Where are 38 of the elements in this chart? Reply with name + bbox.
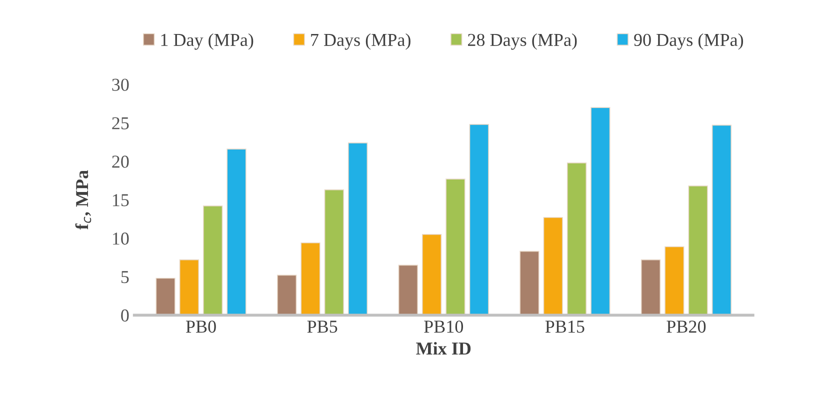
bar [348, 142, 368, 316]
bar [566, 162, 587, 316]
y-tick-label: 0 [121, 309, 129, 322]
legend-label: 7 Days (MPa) [311, 33, 410, 50]
bar [277, 274, 297, 316]
x-axis-title: Mix ID [416, 342, 471, 355]
bar [324, 189, 344, 316]
bar [688, 186, 708, 316]
bar [179, 259, 200, 316]
bar [203, 206, 223, 316]
bar [640, 259, 661, 316]
bar [520, 250, 540, 316]
y-tick-label: 15 [112, 194, 129, 206]
bar [712, 124, 732, 316]
legend-label: 1 Day (MPa) [161, 33, 254, 50]
legend-label: 90 Days (MPa) [634, 33, 744, 50]
x-tick-label: PB20 [666, 320, 706, 333]
bar [300, 242, 320, 316]
bar [226, 148, 246, 316]
y-axis-title: f$_{c}$, MPa [75, 170, 92, 230]
bar [422, 234, 442, 316]
x-tick-label: PB5 [307, 320, 338, 333]
legend-label: 28 Days (MPa) [468, 33, 577, 50]
y-tick-label: 30 [112, 78, 129, 91]
bar [398, 264, 418, 316]
bar [543, 217, 563, 316]
y-tick-label: 10 [112, 232, 129, 245]
bar [590, 107, 610, 316]
bar [469, 124, 489, 316]
bar [156, 278, 176, 316]
x-tick-label: PB15 [545, 320, 584, 333]
bar [664, 246, 684, 316]
y-tick-label: 20 [112, 156, 129, 168]
bar [446, 178, 466, 316]
x-tick-label: PB0 [186, 320, 216, 333]
x-tick-label: PB10 [424, 320, 464, 333]
y-tick-label: 5 [121, 271, 129, 284]
y-tick-label: 25 [112, 117, 129, 130]
